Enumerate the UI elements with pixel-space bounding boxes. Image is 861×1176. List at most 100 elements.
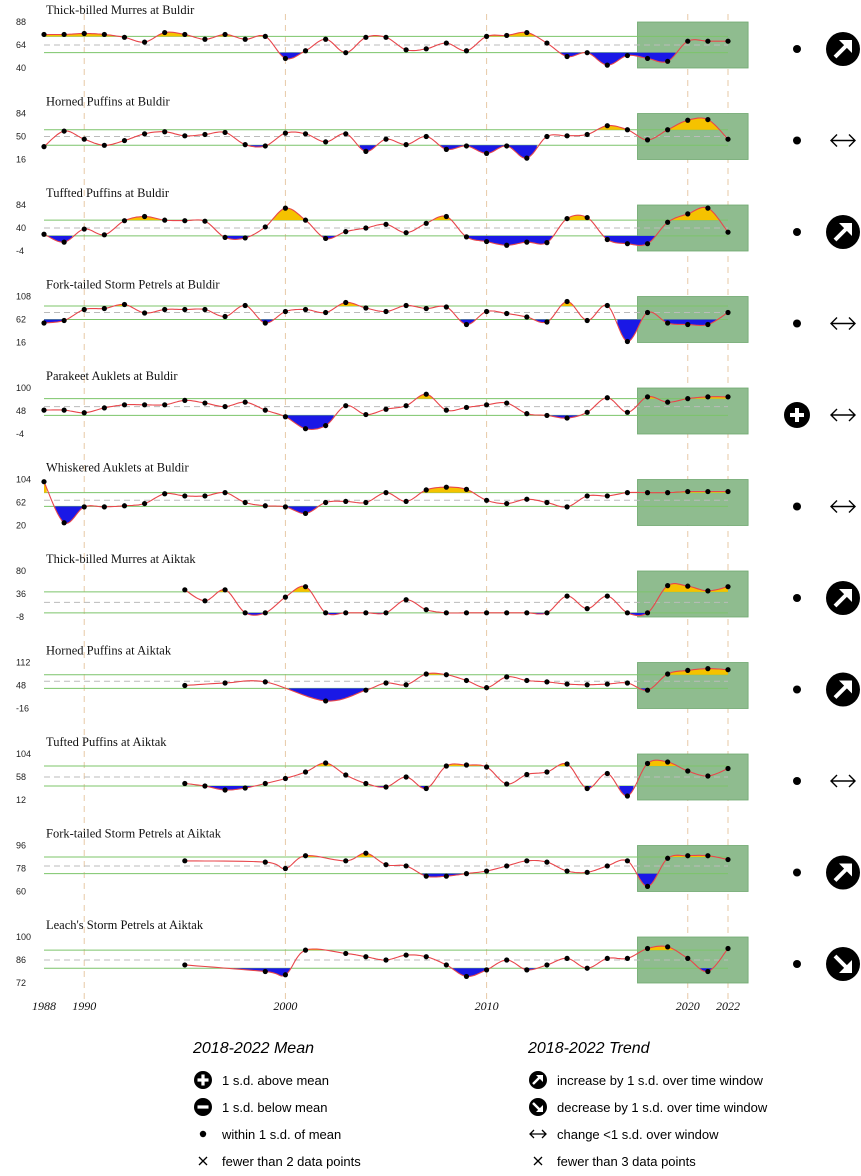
data-point <box>504 500 510 507</box>
data-point <box>242 399 248 405</box>
data-point <box>363 954 369 960</box>
data-point <box>584 50 590 56</box>
data-point <box>302 48 309 54</box>
data-point <box>343 772 349 778</box>
data-point <box>101 305 107 312</box>
data-point <box>302 131 309 137</box>
data-point <box>282 594 289 600</box>
data-point <box>685 853 691 859</box>
y-tick-label: 80 <box>16 566 26 576</box>
dot-icon <box>793 777 801 785</box>
data-point <box>282 775 289 782</box>
data-point <box>363 34 369 40</box>
y-tick-label: 48 <box>16 406 26 416</box>
data-point <box>705 321 711 328</box>
data-point <box>262 33 268 39</box>
data-point <box>222 234 228 241</box>
data-point <box>262 968 268 975</box>
y-tick-label: 72 <box>16 978 26 988</box>
y-tick-label: 78 <box>16 864 26 874</box>
data-point <box>584 869 590 875</box>
data-point <box>725 38 731 44</box>
below-band-fill <box>440 145 537 159</box>
data-point <box>504 781 510 787</box>
data-point <box>162 129 168 135</box>
panel-title: Fork-tailed Storm Petrels at Buldir <box>46 278 220 292</box>
data-point <box>383 34 389 40</box>
double-arrow-icon <box>830 134 856 147</box>
data-point <box>463 677 470 684</box>
below-band-fill <box>603 235 656 246</box>
data-point <box>624 793 631 799</box>
data-point <box>725 309 731 316</box>
y-tick-label: 36 <box>16 589 26 599</box>
data-point <box>483 150 490 157</box>
data-point <box>624 610 631 616</box>
data-point <box>685 211 691 217</box>
data-point <box>705 488 711 495</box>
data-point <box>504 143 510 149</box>
below-band-fill <box>637 873 658 887</box>
data-point <box>262 859 268 865</box>
data-point <box>685 667 691 674</box>
data-point <box>584 606 590 612</box>
data-point <box>705 205 711 211</box>
data-point <box>725 394 731 400</box>
y-tick-label: 48 <box>16 681 26 691</box>
data-point <box>443 873 449 879</box>
legend-trend-title: 2018-2022 Trend <box>528 1040 650 1057</box>
data-point <box>604 236 610 243</box>
data-point <box>182 858 188 864</box>
increase-arrow-icon-head <box>839 589 852 602</box>
data-point <box>604 395 610 401</box>
data-point <box>101 232 107 238</box>
data-point <box>443 484 449 490</box>
x-icon <box>188 1151 218 1171</box>
series-line <box>184 583 729 617</box>
data-point <box>564 415 570 421</box>
increase-arrow-icon <box>523 1070 553 1090</box>
data-point <box>343 299 349 306</box>
data-point <box>363 148 369 154</box>
data-point <box>705 853 711 859</box>
data-point <box>323 760 329 766</box>
data-point <box>504 32 510 39</box>
data-point <box>705 38 711 44</box>
legend-trend-few: fewer than 3 data points <box>523 1151 696 1171</box>
data-point <box>121 137 128 144</box>
data-point <box>383 680 389 686</box>
data-point <box>584 317 590 324</box>
legend-mean-below: 1 s.d. below mean <box>188 1097 328 1117</box>
data-point <box>363 305 369 311</box>
data-point <box>162 491 168 497</box>
data-point <box>524 858 530 864</box>
data-point <box>41 31 47 38</box>
data-point <box>705 588 711 594</box>
data-point <box>463 871 470 877</box>
data-point <box>483 402 490 408</box>
seabird-trend-charts: 88 64 40 Thick-billed Murres at Buldir 84 50 1… <box>16 3 860 1010</box>
data-point <box>443 407 449 413</box>
data-point <box>383 490 389 496</box>
data-point <box>403 403 409 409</box>
data-point <box>282 504 289 510</box>
data-point <box>363 499 369 506</box>
decrease-arrow-icon <box>523 1097 553 1117</box>
data-point <box>81 30 87 37</box>
chart-panel: 104 62 20 Whiskered Auklets at Buldir <box>16 461 856 531</box>
data-point <box>504 610 510 616</box>
data-point <box>423 220 429 226</box>
data-point <box>61 239 67 245</box>
data-point <box>222 587 228 593</box>
data-point <box>81 504 87 510</box>
data-point <box>222 31 228 38</box>
x-tick-label: 2000 <box>273 999 297 1010</box>
data-point <box>423 873 429 879</box>
data-point <box>443 146 449 152</box>
double-arrow-icon <box>830 408 856 422</box>
legend-mean-below-label: 1 s.d. below mean <box>222 1099 328 1115</box>
legend-mean-above: 1 s.d. above mean <box>188 1070 329 1090</box>
data-point <box>302 947 309 953</box>
data-point <box>282 130 289 136</box>
data-point <box>363 780 369 787</box>
